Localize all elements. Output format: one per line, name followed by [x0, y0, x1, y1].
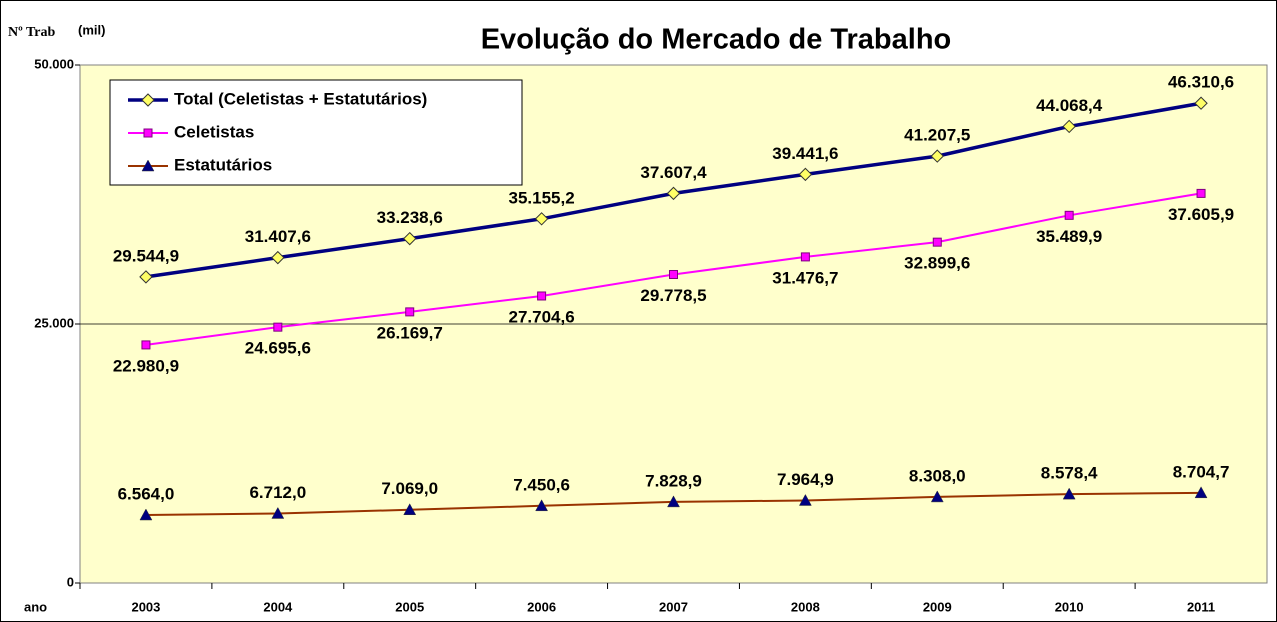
marker-triangle [798, 493, 812, 506]
x-tick-label: 2003 [131, 599, 160, 614]
data-label: 6.564,0 [118, 484, 175, 503]
y-axis-unit: (mil) [78, 22, 105, 37]
marker-square [405, 307, 415, 317]
y-axis-label: Nº Trab [8, 25, 55, 40]
legend-label: Celetistas [174, 122, 254, 141]
chart-title: Evolução do Mercado de Trabalho [481, 24, 952, 56]
marker-square [1196, 188, 1206, 198]
legend-label: Total (Celetistas + Estatutários) [174, 89, 427, 108]
data-label: 46.310,6 [1168, 73, 1234, 92]
marker-square [273, 322, 283, 332]
marker-diamond [1062, 119, 1076, 134]
marker-square [1064, 210, 1074, 220]
y-tick-label: 25.000 [34, 315, 74, 330]
x-tick-label: 2006 [527, 599, 556, 614]
x-tick-label: 2008 [791, 599, 820, 614]
data-label: 22.980,9 [113, 356, 179, 375]
data-label: 29.544,9 [113, 246, 179, 265]
marker-diamond [666, 186, 681, 201]
data-label: 31.407,6 [245, 227, 311, 246]
marker-triangle [141, 159, 155, 172]
data-label: 29.778,5 [640, 286, 706, 305]
marker-triangle [535, 499, 549, 512]
legend-label: Estatutários [174, 155, 272, 174]
marker-diamond [141, 93, 155, 107]
marker-diamond [930, 149, 944, 163]
data-label: 37.605,9 [1168, 205, 1234, 224]
x-axis-label: ano [24, 599, 47, 614]
marker-square [800, 252, 810, 262]
data-label: 44.068,4 [1036, 96, 1103, 115]
data-label: 41.207,5 [904, 126, 970, 145]
data-label: 31.476,7 [772, 268, 838, 287]
x-tick-label: 2004 [263, 599, 293, 614]
marker-diamond [271, 250, 285, 265]
data-label: 7.964,9 [777, 470, 834, 489]
data-label: 24.695,6 [245, 339, 311, 358]
marker-diamond [534, 212, 549, 226]
marker-square [932, 237, 942, 247]
marker-square [143, 128, 153, 138]
x-tick-label: 2011 [1187, 599, 1215, 614]
data-label: 7.828,9 [645, 471, 702, 490]
marker-triangle [1062, 487, 1076, 500]
data-label: 32.899,6 [904, 254, 970, 273]
x-tick-label: 2005 [395, 599, 424, 614]
data-label: 37.607,4 [640, 163, 707, 182]
data-label: 6.712,0 [249, 483, 306, 502]
marker-triangle [403, 503, 417, 516]
data-label: 8.308,0 [909, 466, 966, 485]
marker-triangle [667, 495, 680, 508]
marker-diamond [403, 231, 417, 246]
data-label: 33.238,6 [377, 208, 443, 227]
x-tick-label: 2010 [1055, 599, 1084, 614]
marker-square [669, 269, 678, 279]
x-tick-label: 2009 [923, 599, 952, 614]
data-label: 35.489,9 [1036, 227, 1102, 246]
y-tick-label: 0 [67, 574, 74, 589]
data-label: 39.441,6 [772, 144, 838, 163]
data-label: 26.169,7 [377, 323, 443, 342]
data-label: 7.069,0 [381, 479, 438, 498]
marker-diamond [1194, 96, 1208, 110]
data-label: 8.704,7 [1173, 462, 1230, 481]
marker-triangle [139, 508, 153, 521]
data-label: 27.704,6 [509, 307, 575, 326]
marker-triangle [930, 490, 944, 503]
data-label: 8.578,4 [1041, 464, 1098, 483]
data-label: 35.155,2 [509, 188, 575, 207]
data-label: 7.450,6 [513, 475, 570, 494]
marker-triangle [271, 506, 285, 519]
marker-square [141, 340, 151, 350]
marker-triangle [1194, 486, 1208, 499]
marker-diamond [139, 270, 153, 284]
marker-diamond [798, 167, 813, 182]
marker-square [537, 291, 547, 301]
legend-box [109, 79, 523, 186]
x-tick-label: 2007 [659, 599, 688, 614]
y-tick-label: 50.000 [34, 56, 74, 71]
